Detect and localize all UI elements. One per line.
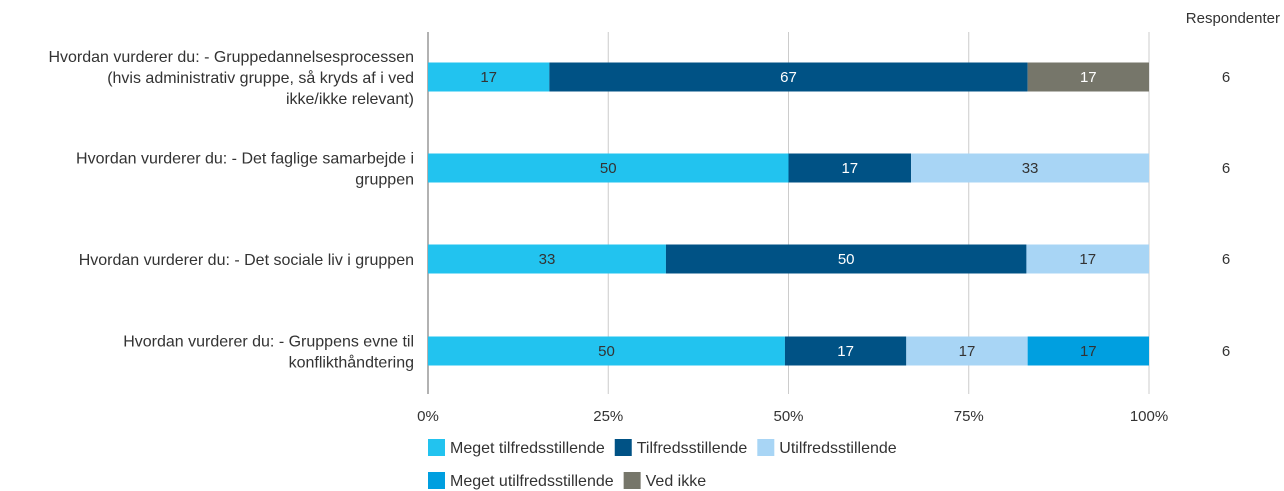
respondents-column: Respondenter 6 6 6 6: [1186, 10, 1280, 360]
x-tick-label: 100%: [1130, 408, 1168, 425]
legend-label: Ved ikke: [646, 473, 707, 490]
bar-value-label: 17: [1080, 69, 1097, 86]
x-tick-label: 50%: [773, 408, 803, 425]
legend-label: Meget tilfredsstillende: [450, 440, 605, 457]
bar-segment: [788, 153, 912, 183]
legend-swatch: [623, 472, 641, 489]
question-labels: Hvordan vurderer du: - Gruppedannelsespr…: [48, 49, 414, 372]
bar-value-label: 17: [837, 343, 854, 360]
question-label: Hvordan vurderer du: - Gruppens evne til…: [123, 334, 414, 372]
respondent-count: 6: [1222, 69, 1230, 86]
legend-swatch: [428, 439, 445, 456]
bar-segment: [665, 244, 1027, 274]
respondent-count: 6: [1222, 343, 1230, 360]
grid-lines: [607, 32, 1150, 394]
bar-segment: [428, 153, 789, 183]
bar-segment: [428, 244, 666, 274]
bar-value-label: 17: [1079, 251, 1096, 268]
bar-segment: [784, 336, 907, 366]
bar-value-label: 17: [1080, 343, 1097, 360]
bar-segment: [911, 153, 1149, 183]
bars: 17 67 17 50 17 33 33 50 17 50 17 17 17: [428, 62, 1149, 366]
bar-segment: [1027, 62, 1149, 92]
legend-swatch: [428, 472, 445, 489]
bar-value-label: 50: [598, 343, 615, 360]
bar-value-label: 17: [841, 160, 858, 177]
x-tick-label: 0%: [417, 408, 439, 425]
bar-value-label: 50: [838, 251, 855, 268]
bar-value-label: 33: [539, 251, 556, 268]
bar-value-label: 50: [600, 160, 617, 177]
legend-label: Utilfredsstillende: [779, 440, 896, 457]
bar-segment: [1027, 336, 1149, 366]
bar-segment: [1026, 244, 1149, 274]
legend-swatch: [757, 439, 775, 456]
question-label: Hvordan vurderer du: - Det sociale liv i…: [79, 252, 414, 269]
x-tick-label: 75%: [954, 408, 984, 425]
question-label: Hvordan vurderer du: - Gruppedannelsespr…: [48, 49, 414, 108]
respondent-count: 6: [1222, 251, 1230, 268]
bar-segment: [906, 336, 1028, 366]
question-label: Hvordan vurderer du: - Det faglige samar…: [76, 151, 414, 189]
bar-value-label: 17: [959, 343, 976, 360]
legend: Meget tilfredsstillende Tilfredsstillende…: [428, 439, 897, 490]
bar-value-label: 33: [1022, 160, 1039, 177]
bar-value-label: 67: [780, 69, 797, 86]
legend-label: Meget utilfredsstillende: [450, 473, 614, 490]
bar-segment: [549, 62, 1028, 92]
legend-swatch: [614, 439, 632, 456]
bar-segment: [428, 336, 785, 366]
respondent-count: 6: [1222, 160, 1230, 177]
x-tick-labels: 0% 25% 50% 75% 100%: [417, 408, 1168, 425]
legend-label: Tilfredsstillende: [637, 440, 748, 457]
bar-segment: [428, 62, 550, 92]
respondents-header: Respondenter: [1186, 10, 1280, 27]
bar-value-label: 17: [480, 69, 497, 86]
x-tick-label: 25%: [593, 408, 623, 425]
